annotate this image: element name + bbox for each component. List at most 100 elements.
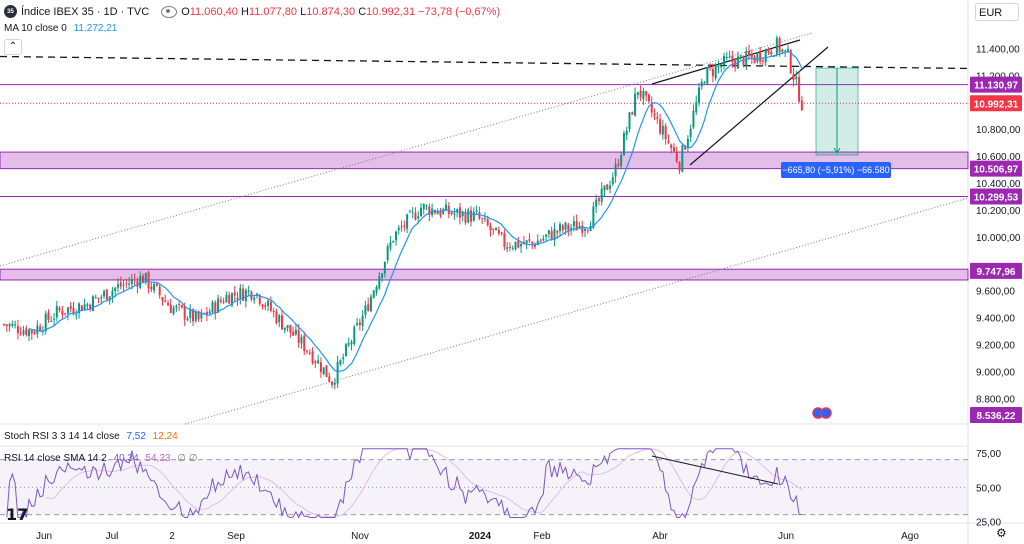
eye-icon[interactable] <box>161 5 178 18</box>
candle <box>14 324 17 326</box>
candle <box>358 322 361 326</box>
candle <box>739 55 742 57</box>
candle <box>325 365 328 377</box>
candle <box>556 230 559 233</box>
candle <box>592 206 595 228</box>
candle <box>470 210 473 222</box>
candle <box>684 146 687 150</box>
currency-selector[interactable]: EUR <box>975 3 1019 21</box>
candle <box>208 311 211 314</box>
candle <box>183 306 186 320</box>
candle <box>100 296 103 298</box>
y-tick-label: 10.200,00 <box>976 206 1021 217</box>
candle <box>778 38 781 53</box>
candle <box>775 37 778 56</box>
candle <box>667 140 670 143</box>
candle <box>614 164 617 177</box>
candle <box>39 326 42 331</box>
candle <box>575 221 578 231</box>
price-label-bg <box>970 76 1022 93</box>
candle <box>647 94 650 102</box>
x-tick-label: Sep <box>227 531 245 542</box>
candle <box>300 336 303 344</box>
candle <box>436 212 439 215</box>
candle <box>50 320 53 322</box>
rsi-value: 40,34 <box>113 453 139 464</box>
candle <box>108 296 111 301</box>
candle <box>597 198 600 202</box>
candle <box>375 286 378 293</box>
x-tick-label: Abr <box>652 531 668 542</box>
symbol-badge: 35 <box>4 5 17 18</box>
candle <box>589 225 592 231</box>
candle <box>217 298 220 313</box>
candle <box>536 240 539 246</box>
candle <box>5 324 8 326</box>
price-label-bg <box>970 188 1022 205</box>
candle <box>186 318 189 321</box>
candle <box>570 227 573 230</box>
candle <box>406 214 409 229</box>
candle <box>230 293 233 306</box>
candle <box>545 234 548 237</box>
candle <box>339 360 342 364</box>
candle <box>25 328 28 336</box>
rsi-legend[interactable]: RSI 14 close SMA 14 2 40,34 54,23 ∅ ∅ <box>4 453 198 464</box>
candle <box>66 307 69 314</box>
symbol-title[interactable]: Índice IBEX 35 · 1D · TVC <box>21 5 150 18</box>
candle <box>764 50 767 63</box>
price-label-bg <box>970 160 1022 177</box>
candle <box>428 206 431 216</box>
chevron-up-icon[interactable]: ⌃ <box>4 39 22 55</box>
y-tick-label: 10.800,00 <box>976 125 1021 136</box>
candle <box>125 282 128 284</box>
candle <box>472 211 475 221</box>
measure-arrowhead <box>833 147 841 154</box>
candle <box>792 73 795 81</box>
candle <box>361 315 364 326</box>
candle <box>508 247 511 249</box>
candle <box>272 310 275 312</box>
rsi-y-tick-label: 50,00 <box>976 483 1001 494</box>
candle <box>617 163 620 167</box>
candle <box>58 307 61 311</box>
candle <box>503 233 506 248</box>
gear-icon[interactable]: ⚙ <box>996 526 1007 540</box>
candle <box>30 330 33 334</box>
candle <box>664 125 667 140</box>
candle <box>770 51 773 55</box>
candle <box>155 283 158 286</box>
measure-label-bg <box>781 162 891 178</box>
chart-legend: 35 Índice IBEX 35 · 1D · TVC O11.060,40 … <box>4 5 500 18</box>
candle <box>253 297 256 301</box>
stoch-rsi-legend[interactable]: Stoch RSI 3 3 14 14 close 7,52 12,24 <box>4 431 178 442</box>
candle <box>631 112 634 115</box>
candle <box>531 241 534 244</box>
tradingview-logo[interactable]: 17 <box>6 505 29 524</box>
price-label: 11.130,97 <box>974 81 1018 92</box>
candle <box>439 210 442 216</box>
candle <box>47 312 50 321</box>
price-label: 8.536,22 <box>977 411 1016 422</box>
candle <box>28 329 31 336</box>
candle <box>344 344 347 356</box>
rsi-extra: ∅ ∅ <box>177 453 198 464</box>
candle <box>600 188 603 202</box>
candle <box>461 211 464 217</box>
price-label: 9.747,96 <box>977 267 1016 278</box>
candle <box>372 290 375 298</box>
candle <box>425 205 428 207</box>
x-tick-label: Jul <box>106 531 119 542</box>
candle <box>247 290 250 292</box>
y-tick-label: 10.600,00 <box>976 152 1021 163</box>
candle <box>442 209 445 214</box>
candle <box>483 217 486 220</box>
price-label-bg <box>970 407 1022 423</box>
ma-legend[interactable]: MA 10 close 0 11.272,21 <box>4 23 118 34</box>
candle <box>453 213 456 215</box>
candle <box>111 290 114 297</box>
candle <box>725 57 728 59</box>
candle <box>128 283 131 285</box>
candle <box>119 282 122 287</box>
